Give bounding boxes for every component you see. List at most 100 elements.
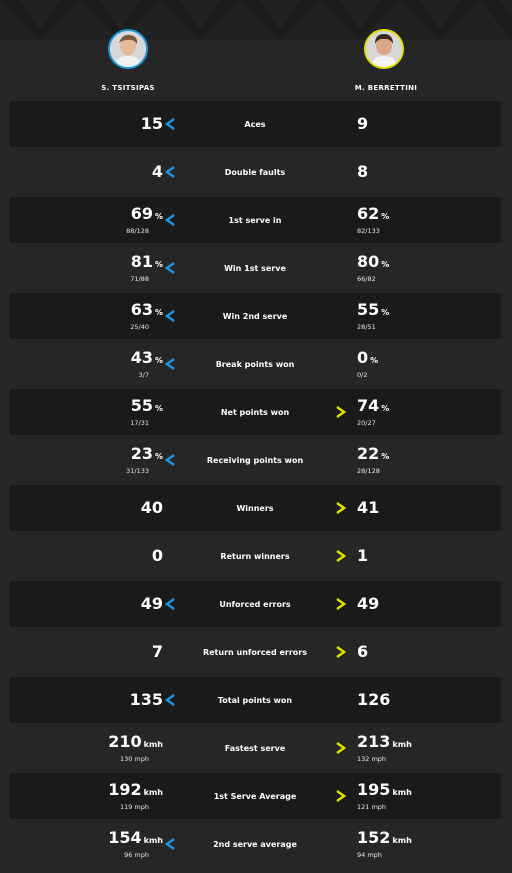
stat-detail: 119 mph	[119, 802, 149, 811]
player2-stat: 9	[357, 101, 368, 147]
stat-detail: 94 mph	[357, 850, 382, 859]
stat-unit: kmh	[392, 835, 412, 845]
stat-detail: 132 mph	[357, 754, 387, 763]
stat-label: Unforced errors	[219, 599, 291, 609]
stat-unit: %	[154, 403, 163, 413]
stat-value: 55	[357, 299, 380, 319]
stat-label: Win 1st serve	[224, 263, 286, 273]
stat-value: 4	[151, 162, 163, 181]
stat-unit: kmh	[143, 787, 163, 797]
player1-stat: 43% 3/7	[131, 341, 163, 387]
player1-stat: 15	[141, 101, 163, 147]
header-pattern	[0, 0, 512, 40]
player2-leader-arrow-icon	[336, 597, 347, 611]
stat-value: 41	[357, 498, 380, 517]
stat-value: 135	[129, 690, 163, 709]
stat-detail: 96 mph	[124, 850, 149, 859]
stat-label: Winners	[236, 503, 274, 513]
stat-value: 192	[108, 779, 142, 799]
stat-label: Fastest serve	[224, 743, 286, 753]
player1-stat: 55% 17/31	[130, 389, 163, 435]
player2-value: 49	[357, 595, 379, 613]
player2-leader-arrow-icon	[336, 645, 347, 659]
stat-row: 0 Return winners 1	[10, 533, 501, 579]
stat-unit: kmh	[392, 739, 412, 749]
stat-unit: %	[381, 211, 390, 221]
player2-value: 152 kmh	[357, 827, 412, 850]
player2-avatar	[364, 29, 404, 69]
player2-stat: 152 kmh 94 mph	[357, 821, 412, 867]
player2-value: 62%	[357, 204, 390, 226]
player1-value: 15	[141, 115, 163, 133]
player1-stat: 7	[152, 629, 163, 675]
stat-row: 69% 88/128 1st serve in 62% 82/133	[10, 197, 501, 243]
stat-label: Double faults	[224, 167, 286, 177]
player1-stat: 63% 25/40	[130, 293, 163, 339]
player1-value: 154 kmh	[108, 827, 163, 850]
player2-stat: 0% 0/2	[357, 341, 378, 387]
player1-value: 69%	[131, 204, 163, 226]
stat-detail: 20/27	[357, 418, 376, 427]
stat-value: 49	[140, 594, 163, 613]
player2-value: 9	[357, 115, 368, 133]
player1-leader-arrow-icon	[164, 261, 175, 275]
stat-value: 195	[357, 779, 391, 799]
player2-value: 0%	[357, 348, 378, 370]
player2-stat: 22% 28/128	[357, 437, 389, 483]
player2-stat: 49	[357, 581, 379, 627]
stat-row: 210 kmh 130 mph Fastest serve 213 kmh 132 mph	[10, 725, 501, 771]
player1-value: 55%	[130, 395, 163, 418]
player1-leader-arrow-icon	[164, 597, 175, 611]
stat-label: Aces	[244, 119, 266, 129]
stat-unit: %	[381, 451, 390, 461]
player1-value: 43%	[131, 348, 163, 370]
stat-value: 0	[151, 546, 163, 565]
player1-stat: 23% 31/133	[126, 437, 163, 483]
player1-value: 49	[141, 595, 163, 613]
stat-row: 40 Winners 41	[10, 485, 501, 531]
stat-label: 2nd serve average	[213, 839, 297, 849]
player1-leader-arrow-icon	[164, 693, 175, 707]
stat-value: 80	[357, 251, 380, 271]
stat-detail: 88/128	[126, 226, 149, 235]
stat-unit: %	[154, 259, 163, 269]
stat-value: 1	[357, 546, 369, 565]
player2-stat: 1	[357, 533, 368, 579]
stat-detail: 17/31	[130, 418, 149, 427]
player2-stat: 126	[357, 677, 390, 723]
stat-row: 55% 17/31 Net points won 74% 20/27	[10, 389, 501, 435]
stat-label: Win 2nd serve	[222, 311, 288, 321]
player1-stat: 210 kmh 130 mph	[108, 725, 163, 771]
stat-value: 154	[108, 827, 142, 847]
player2-value: 195 kmh	[357, 779, 412, 802]
stat-unit: kmh	[392, 787, 412, 797]
players-header: S. TSITSIPAS M. BERRETTINI	[0, 0, 512, 100]
player2-stat: 195 kmh 121 mph	[357, 773, 412, 819]
player2-leader-arrow-icon	[336, 405, 347, 419]
stat-detail: 31/133	[126, 466, 149, 475]
stat-detail: 82/133	[357, 226, 380, 235]
stat-detail: 121 mph	[357, 802, 387, 811]
player2-leader-arrow-icon	[336, 549, 347, 563]
player1-value: 135	[130, 691, 163, 709]
player1-stat: 4	[152, 149, 163, 195]
player1-leader-arrow-icon	[164, 357, 175, 371]
stat-value: 55	[130, 395, 153, 415]
stat-row: 81% 71/88 Win 1st serve 80% 66/82	[10, 245, 501, 291]
player1-value: 23%	[131, 444, 163, 466]
stat-label: Net points won	[220, 407, 290, 417]
player1-leader-arrow-icon	[164, 213, 175, 227]
stat-value: 81	[130, 251, 153, 271]
stat-value: 152	[357, 827, 391, 847]
stat-label: Total points won	[217, 695, 293, 705]
player2-value: 1	[357, 547, 368, 565]
player1-leader-arrow-icon	[164, 837, 175, 851]
stat-unit: kmh	[143, 835, 163, 845]
stat-unit: %	[381, 307, 390, 317]
player1-value: 210 kmh	[108, 732, 163, 754]
player2-value: 74%	[357, 396, 389, 418]
player1-stat: 81% 71/88	[130, 245, 163, 291]
stat-row: 43% 3/7 Break points won 0% 0/2	[10, 341, 501, 387]
player1-stat: 49	[141, 581, 163, 627]
player1-stat: 154 kmh 96 mph	[108, 821, 163, 867]
